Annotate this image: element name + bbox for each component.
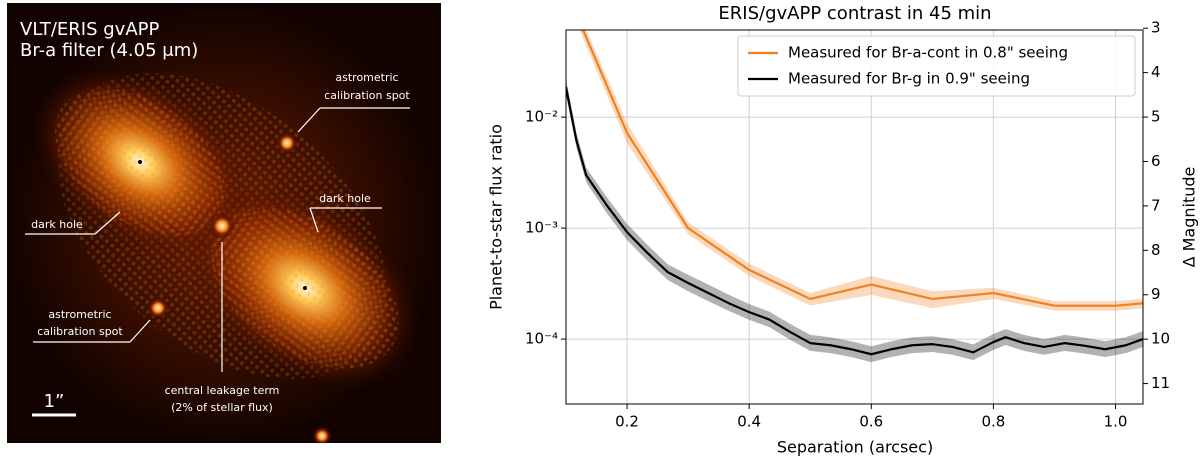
x-tick-label: 1.0	[1104, 413, 1128, 431]
y-tick-label: 10⁻⁴	[525, 330, 558, 348]
axes: 0.2 0.4 0.6 0.8 1.0 10⁻⁴ 10⁻³ 10⁻² 3 4 5 6 7 8 9 10 11 Me…	[525, 19, 1170, 431]
error-band	[566, 79, 1143, 363]
annotation: central leakage term	[165, 384, 280, 397]
annotation-line	[297, 107, 321, 133]
y2-tick-label: 7	[1151, 196, 1161, 214]
y2-tick-label: 6	[1151, 152, 1161, 170]
x-axis-label: Separation (arcsec)	[777, 438, 933, 457]
annotation: calibration spot	[37, 325, 123, 338]
y-tick-label: 10⁻³	[525, 219, 558, 237]
annotation: astrometric	[335, 71, 398, 84]
y2-axis-label: Δ Magnitude	[1180, 167, 1199, 268]
psf-image	[7, 3, 441, 443]
legend-box	[737, 35, 1136, 97]
y2-tick-label: 5	[1151, 108, 1161, 126]
chart-title: ERIS/gvAPP contrast in 45 min	[718, 3, 991, 24]
x-tick-label: 0.2	[615, 413, 639, 431]
annotation: (2% of stellar flux)	[171, 401, 273, 414]
annotation-line	[129, 319, 151, 343]
axes-frame	[565, 29, 1144, 405]
image-subtitle: Br-a filter (4.05 μm)	[20, 40, 198, 61]
y2-tick-label: 10	[1151, 330, 1170, 348]
image-title: VLT/ERIS gvAPP	[20, 19, 160, 40]
y-tick-label: 10⁻²	[525, 108, 558, 126]
y-axis-label: Planet-to-star flux ratio	[487, 124, 506, 310]
x-tick-label: 0.4	[737, 413, 761, 431]
y2-tick-label: 9	[1151, 285, 1161, 303]
plot-area	[566, 30, 1143, 363]
scale-label: 1”	[44, 391, 65, 412]
series-line	[566, 87, 1143, 356]
x-tick-label: 0.8	[981, 413, 1005, 431]
annotation: dark hole	[319, 192, 371, 205]
y2-tick-label: 3	[1151, 19, 1161, 37]
x-tick-label: 0.6	[859, 413, 883, 431]
annotation: dark hole	[31, 218, 83, 231]
y2-tick-label: 8	[1151, 241, 1161, 259]
legend-label: Measured for Br-g in 0.9" seeing	[788, 70, 1030, 88]
y2-tick-label: 11	[1151, 374, 1170, 392]
annotation: calibration spot	[324, 89, 410, 102]
annotation: astrometric	[48, 308, 111, 321]
annotation-line	[94, 211, 121, 235]
annotation-line	[309, 207, 319, 233]
legend-label: Measured for Br-a-cont in 0.8" seeing	[788, 44, 1068, 62]
y2-tick-label: 4	[1151, 63, 1161, 81]
series-line	[581, 30, 1143, 307]
